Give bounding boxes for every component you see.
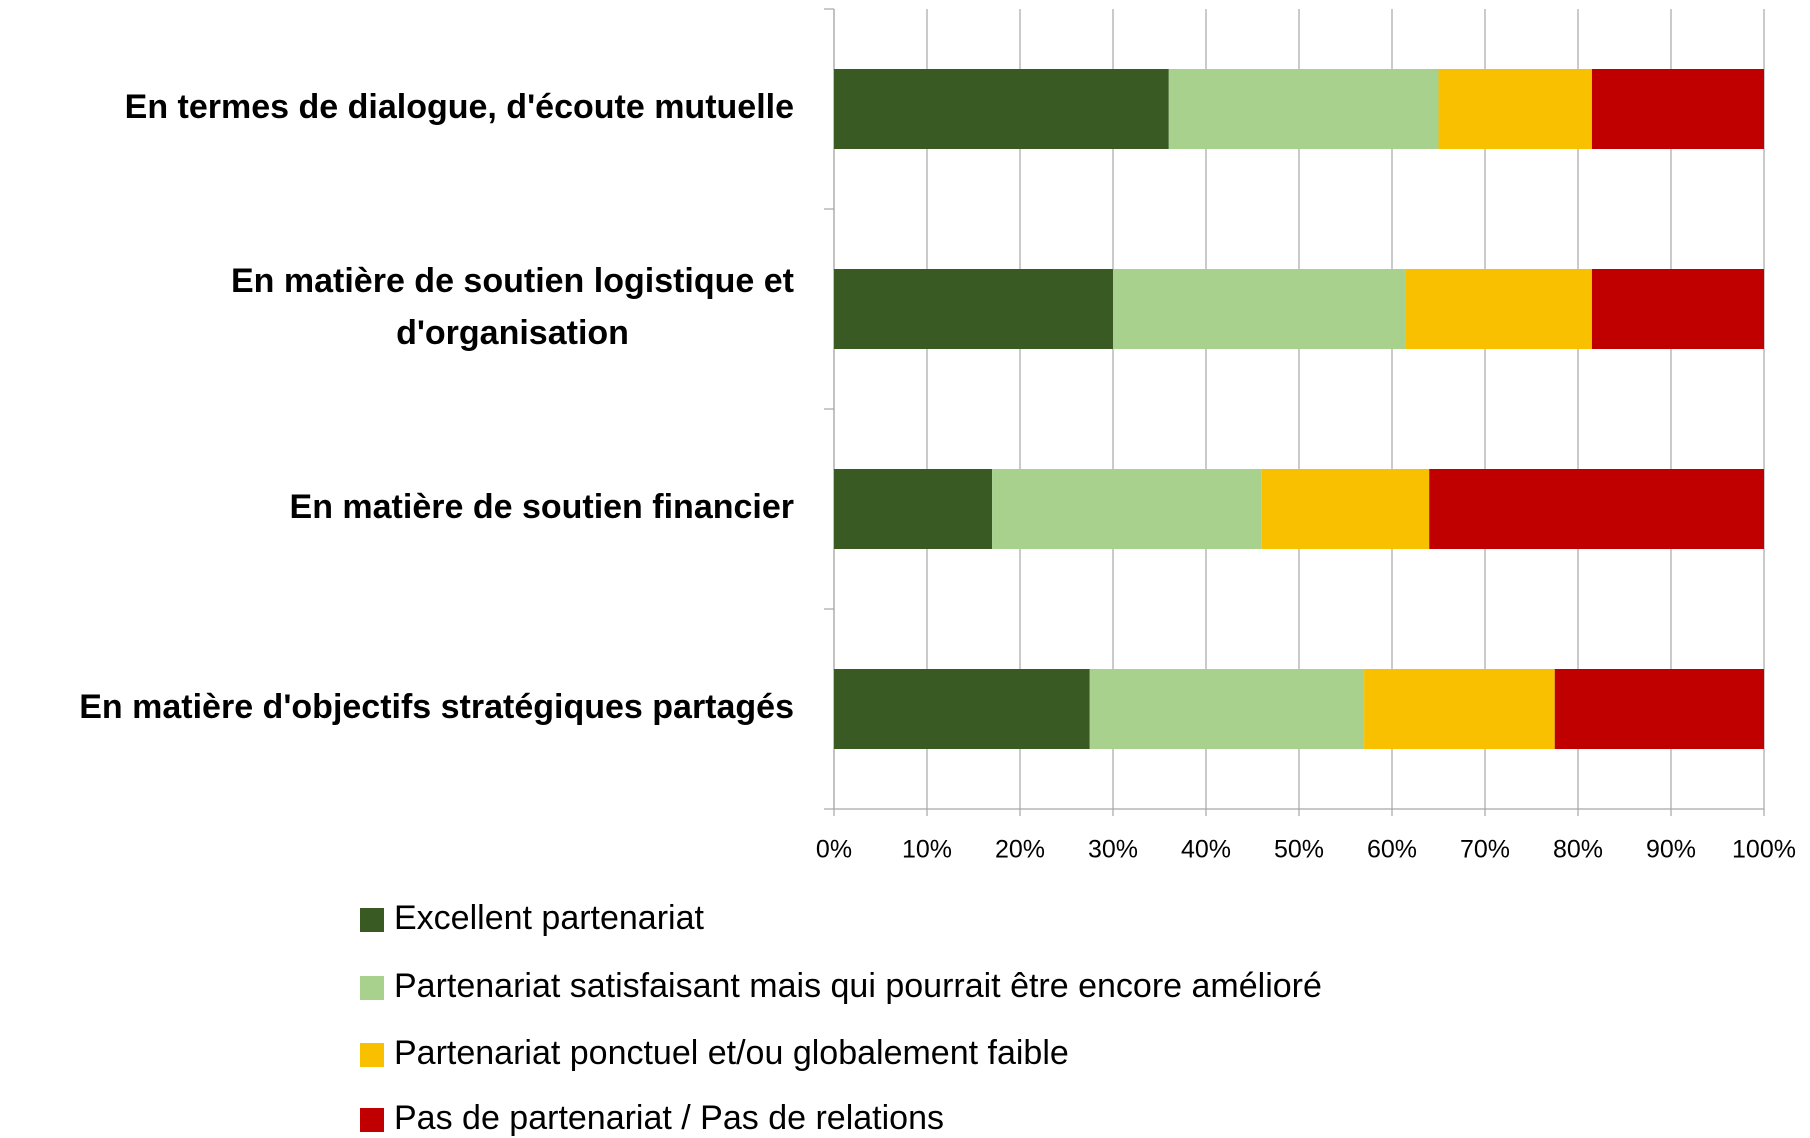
x-tick-label: 60% bbox=[1367, 836, 1417, 864]
bar-segment bbox=[834, 69, 1169, 149]
x-tick-label: 10% bbox=[902, 836, 952, 864]
bar-segment bbox=[1113, 269, 1406, 349]
legend-label: Partenariat ponctuel et/ou globalement f… bbox=[394, 1034, 1069, 1072]
legend-swatch bbox=[360, 908, 384, 932]
legend-label: Partenariat satisfaisant mais qui pourra… bbox=[394, 967, 1322, 1005]
bar-segment bbox=[1405, 269, 1592, 349]
bar-segment bbox=[834, 469, 993, 549]
legend-swatch bbox=[360, 1043, 384, 1067]
bar-segment bbox=[1591, 269, 1764, 349]
x-tick-label: 80% bbox=[1553, 836, 1603, 864]
legend-swatch bbox=[360, 976, 384, 1000]
x-tick-label: 100% bbox=[1732, 836, 1796, 864]
bar-segment bbox=[834, 269, 1113, 349]
y-tick-label: En matière d'objectifs stratégiques part… bbox=[79, 688, 794, 726]
x-tick-label: 20% bbox=[995, 836, 1045, 864]
x-tick-label: 70% bbox=[1460, 836, 1510, 864]
bar-segment bbox=[1364, 669, 1555, 749]
bar-segment bbox=[1591, 69, 1764, 149]
bar-segment bbox=[992, 469, 1262, 549]
bar-segment bbox=[1261, 469, 1430, 549]
x-tick-label: 40% bbox=[1181, 836, 1231, 864]
legend-label: Excellent partenariat bbox=[394, 899, 705, 937]
y-tick-label: En matière de soutien financier bbox=[290, 488, 794, 526]
bar-segment bbox=[1089, 669, 1365, 749]
x-tick-label: 30% bbox=[1088, 836, 1138, 864]
bar-segment bbox=[1554, 669, 1764, 749]
legend-swatch bbox=[360, 1108, 384, 1132]
y-tick-label: En matière de soutien logistique et d'org… bbox=[231, 262, 794, 352]
x-tick-label: 0% bbox=[816, 836, 852, 864]
x-tick-label: 50% bbox=[1274, 836, 1324, 864]
bar-segment bbox=[1168, 69, 1439, 149]
y-tick-label: En termes de dialogue, d'écoute mutuelle bbox=[125, 88, 794, 126]
legend-label: Pas de partenariat / Pas de relations bbox=[394, 1099, 944, 1137]
bar-segment bbox=[834, 669, 1090, 749]
bar-segment bbox=[1438, 69, 1592, 149]
x-tick-label: 90% bbox=[1646, 836, 1696, 864]
bar-segment bbox=[1429, 469, 1764, 549]
